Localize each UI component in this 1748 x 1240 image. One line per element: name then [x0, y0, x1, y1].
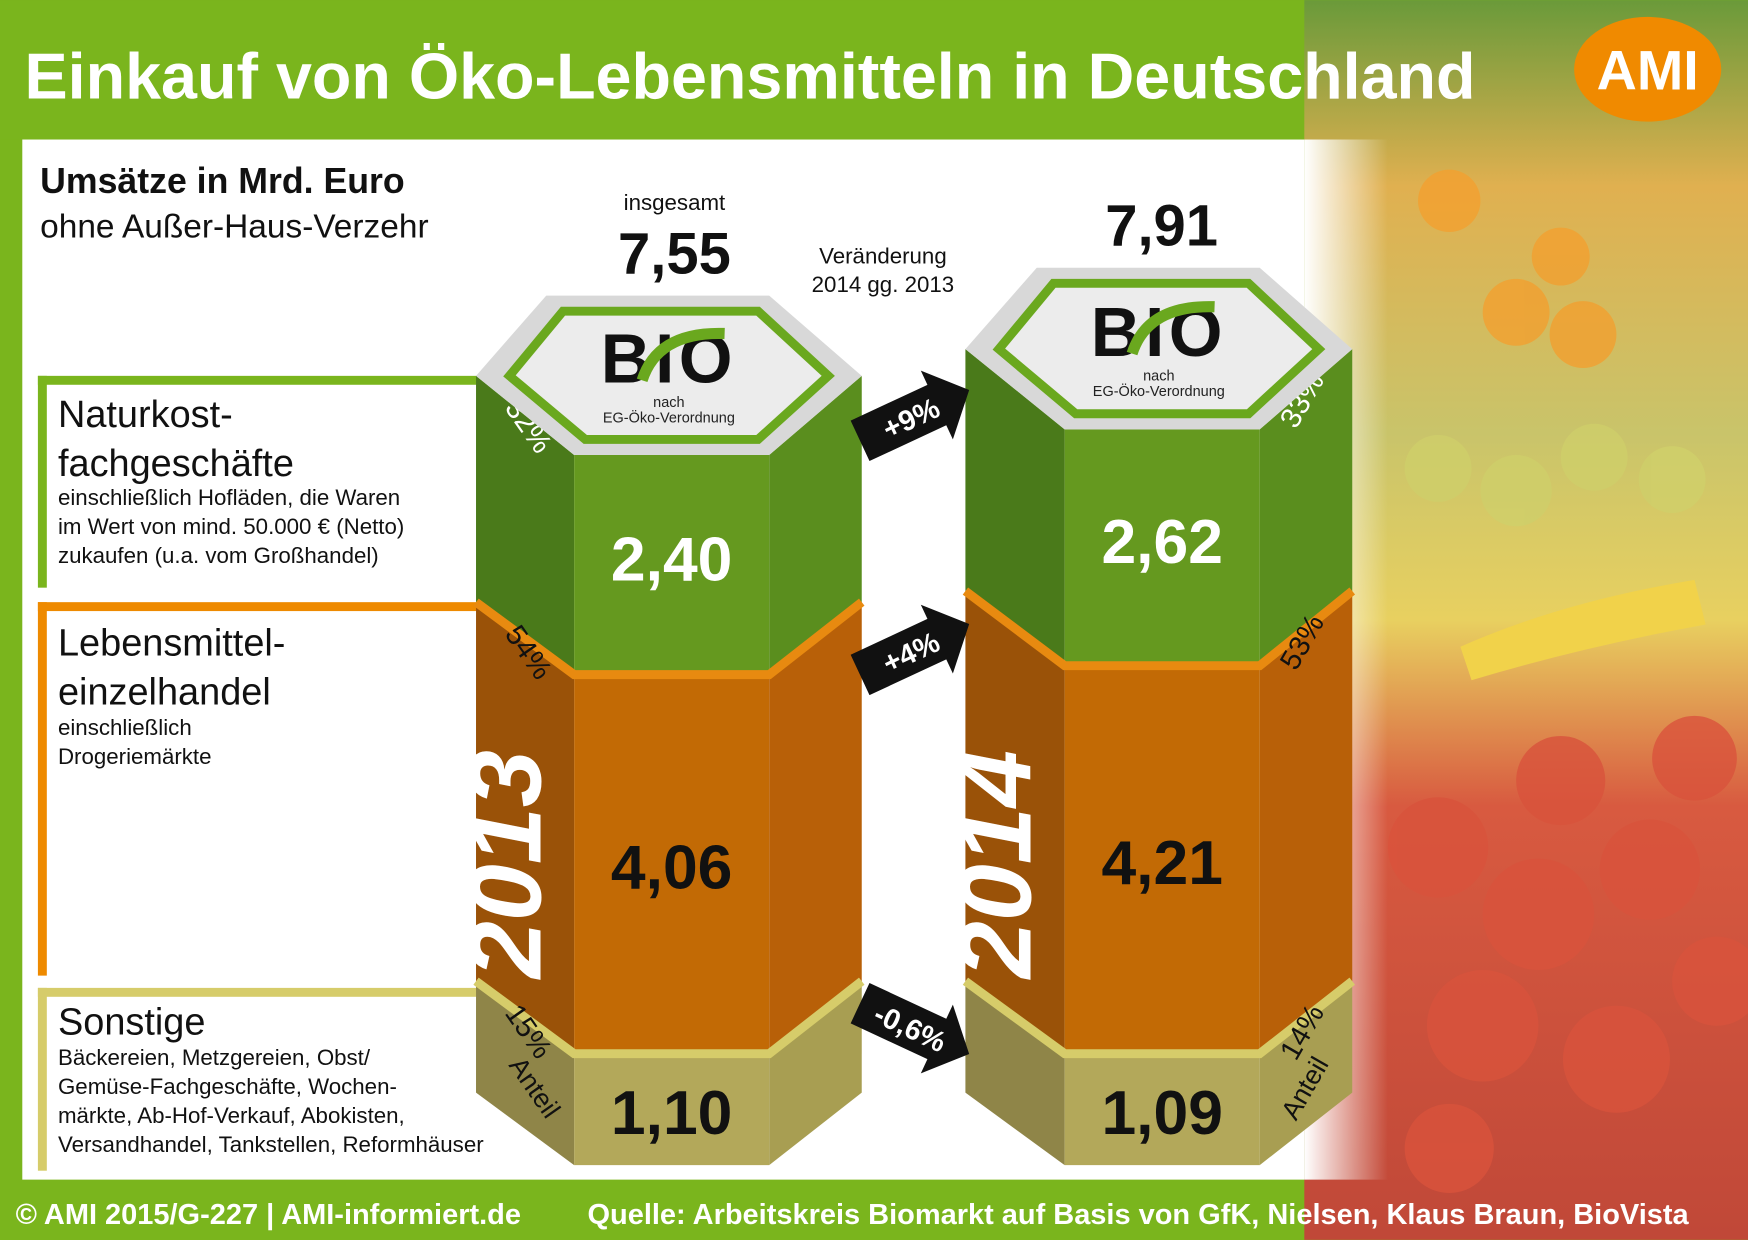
value-label-orange: 4,06: [611, 833, 732, 903]
year-label-2013: 2013: [448, 750, 563, 980]
segment-olive-right-face: [1259, 981, 1353, 1166]
arrow-right-icon: [850, 982, 970, 1074]
svg-text:Sonstige: Sonstige: [58, 1002, 205, 1044]
segment-green-right-face: [769, 375, 862, 675]
bio-seal-line1: nach: [653, 395, 684, 411]
value-label-orange: 4,21: [1101, 828, 1222, 898]
total-label: insgesamt: [624, 190, 726, 215]
arrow-right-icon: [850, 604, 970, 696]
svg-text:Gemüse-Fachgeschäfte, Wochen-: Gemüse-Fachgeschäfte, Wochen-: [58, 1074, 397, 1099]
ami-logo-text: AMI: [1597, 39, 1699, 101]
svg-text:Bäckereien, Metzgereien, Obst/: Bäckereien, Metzgereien, Obst/: [58, 1045, 371, 1070]
prism-2014: 2,6233%4,2153%1,0914%AnteilBIOnachEG-Öko…: [938, 267, 1356, 1166]
svg-text:einzelhandel: einzelhandel: [58, 672, 271, 714]
segment-olive-right-face: [769, 981, 862, 1166]
segment-orange-left-face: [476, 602, 575, 1054]
segment-edge: [473, 598, 865, 680]
segment-orange-front-face: [574, 674, 770, 1054]
segment-orange-right-face: [1259, 591, 1353, 1054]
svg-text:einschließlich Hofläden, die W: einschließlich Hofläden, die Waren: [58, 485, 400, 510]
segment-edge: [962, 977, 1355, 1059]
svg-text:Versandhandel, Tankstellen, Re: Versandhandel, Tankstellen, Reformhäuser: [58, 1132, 484, 1157]
page-title: Einkauf von Öko-Lebensmitteln in Deutsch…: [25, 39, 1476, 112]
change-label-2: 2014 gg. 2013: [812, 272, 955, 297]
category-label-lebensmittel: Lebensmittel- einzelhandel einschließlic…: [58, 623, 285, 769]
category-bracket-orange: [37, 602, 478, 976]
bio-seal-line2: EG-Öko-Verordnung: [1093, 382, 1225, 400]
bio-seal-border: [503, 306, 835, 444]
chart-subtitle-note: ohne Außer-Haus-Verzehr: [40, 209, 428, 246]
segment-olive-front-face: [574, 1053, 770, 1166]
segment-green-left-face: [476, 375, 575, 675]
ami-logo: [1574, 16, 1722, 122]
footer-source: Quelle: Arbeitskreis Biomarkt auf Basis …: [587, 1199, 1689, 1231]
svg-text:im Wert von mind. 50.000 € (Ne: im Wert von mind. 50.000 € (Netto): [58, 514, 404, 539]
svg-text:Drogeriemärkte: Drogeriemärkte: [58, 744, 212, 769]
category-label-sonstige: Sonstige Bäckereien, Metzgereien, Obst/ …: [58, 1002, 484, 1157]
segment-orange-right-face: [769, 602, 862, 1054]
footer-copyright: © AMI 2015/G-227 | AMI-informiert.de: [16, 1199, 521, 1231]
total-2014: 7,91: [1105, 194, 1218, 258]
segment-edge: [473, 977, 865, 1059]
svg-text:märkte, Ab-Hof-Verkauf, Abokis: märkte, Ab-Hof-Verkauf, Abokisten,: [58, 1103, 405, 1128]
svg-text:Naturkost-: Naturkost-: [58, 394, 233, 436]
arrow-right-icon: [850, 370, 970, 462]
category-bracket-olive: [37, 987, 478, 1171]
value-label-green: 2,40: [611, 524, 732, 594]
bio-seal-check-icon: [636, 327, 725, 383]
segment-edge: [962, 587, 1356, 671]
segment-olive-left-face: [476, 981, 575, 1166]
total-2013: 7,55: [618, 222, 731, 286]
year-label-2014: 2014: [938, 750, 1053, 980]
bio-seal-line1: nach: [1143, 368, 1174, 384]
segment-orange-front-face: [1064, 665, 1260, 1054]
chart-subtitle: Umsätze in Mrd. Euro: [40, 161, 405, 201]
segment-green-front-face: [574, 455, 770, 675]
segment-green-left-face: [965, 349, 1065, 666]
value-label-green: 2,62: [1101, 507, 1222, 577]
segment-green-front-face: [1064, 429, 1260, 666]
segment-green-right-face: [1259, 349, 1353, 666]
bio-seal-check-icon: [1126, 301, 1215, 356]
segment-olive-front-face: [1064, 1053, 1260, 1166]
svg-text:einschließlich: einschließlich: [58, 715, 192, 740]
value-label-olive: 1,09: [1101, 1078, 1222, 1148]
svg-text:Lebensmittel-: Lebensmittel-: [58, 623, 285, 665]
svg-text:zukaufen (u.a. vom Großhandel): zukaufen (u.a. vom Großhandel): [58, 543, 379, 568]
category-label-naturkost: Naturkost- fachgeschäfte einschließlich …: [58, 394, 404, 568]
value-label-olive: 1,10: [611, 1078, 732, 1148]
change-label-1: Veränderung: [819, 243, 947, 268]
bio-seal-line2: EG-Öko-Verordnung: [603, 409, 735, 427]
segment-orange-left-face: [965, 591, 1065, 1054]
segment-olive-left-face: [965, 981, 1065, 1166]
svg-text:fachgeschäfte: fachgeschäfte: [58, 443, 294, 485]
category-bracket-green: [37, 375, 478, 588]
bio-seal-border: [992, 278, 1326, 419]
prism-2013: 2,4032%4,0654%1,1015%AnteilBIOnachEG-Öko…: [448, 295, 865, 1166]
